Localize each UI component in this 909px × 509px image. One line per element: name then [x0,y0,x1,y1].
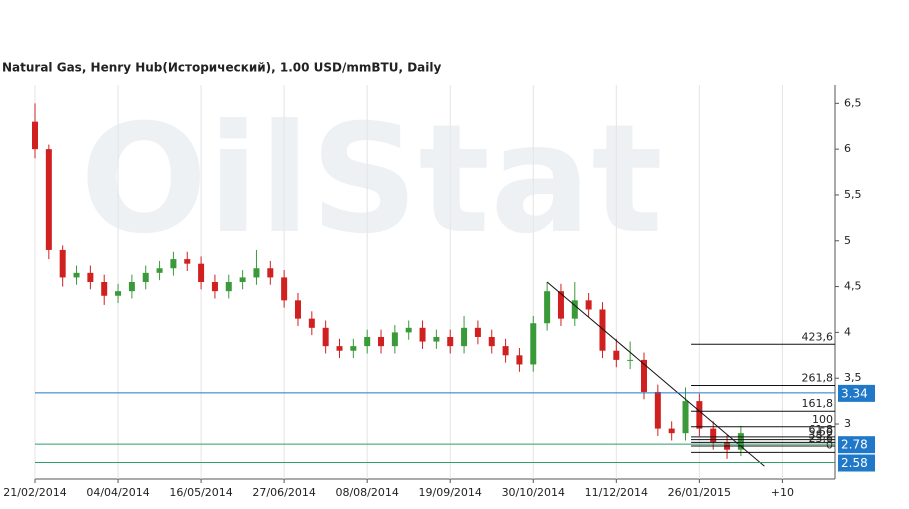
x-tick-label: 19/09/2014 [419,486,482,499]
candle-body [682,401,689,434]
chart-title: Natural Gas, Henry Hub(Исторический), 1.… [2,61,442,75]
y-tick-label: 5 [844,234,851,247]
candle-body [544,291,551,324]
watermark: OilStat [80,93,663,267]
candle-body [211,282,218,292]
trendline [546,281,765,467]
candle-body [433,336,440,342]
candle-body [516,355,523,365]
candle-body [170,259,177,269]
candle-body [294,300,301,319]
fib-label: 100 [812,413,833,426]
candle-body [198,263,205,282]
candle-body [156,268,163,273]
fib-label: 50 [819,426,833,439]
level-label: 2.58 [841,456,868,470]
candle-body [87,272,94,282]
candle-body [45,149,52,250]
candle-body [184,259,191,264]
level-tag [838,436,875,454]
candle-body [627,359,634,361]
candle-body [239,277,246,282]
candle-body [59,249,66,278]
y-tick-label: 6 [844,142,851,155]
x-tick-label: 04/04/2014 [86,486,149,499]
level-tag [838,384,875,402]
fib-label: 0 [826,438,833,451]
fib-label: 61,8 [809,423,834,436]
candle-body [115,291,122,296]
candle-body [73,272,80,278]
candle-body [419,327,426,342]
x-tick-label: 26/01/2015 [668,486,731,499]
x-tick-label: 16/05/2014 [169,486,232,499]
candle-body [308,318,315,328]
y-tick-label: 5,5 [844,188,862,201]
candle-body [599,309,606,351]
candle-body [364,336,371,347]
level-tag [838,454,875,472]
level-label: 3.34 [841,386,868,400]
y-tick-label: 3,5 [844,371,862,384]
candle-body [654,391,661,429]
candle-body [502,346,509,356]
candle-body [32,121,38,150]
candle-body [128,282,135,292]
candle-body [253,268,260,278]
x-tick-label: +10 [771,486,794,499]
candle-body [101,282,108,296]
candle-body [696,401,703,429]
x-tick-label: 21/02/2014 [3,486,66,499]
candle-body [322,327,329,347]
x-tick-label: 11/12/2014 [585,486,648,499]
candle-body [585,300,592,310]
candle-body [488,336,495,347]
candle-body [640,359,647,392]
candle-body [571,300,578,319]
fib-label: 23,6 [809,432,834,445]
fib-label: 423,6 [802,330,834,343]
candle-body [461,327,468,347]
candle-body [225,282,232,292]
y-tick-label: 3 [844,417,851,430]
candle-body [737,433,744,450]
y-tick-label: 4 [844,325,851,338]
y-tick-label: 6,5 [844,96,862,109]
candle-body [350,346,357,351]
candle-body [613,350,620,360]
candle-body [668,428,675,434]
candle-body [557,291,564,319]
candle-body [530,323,537,365]
x-tick-label: 30/10/2014 [502,486,565,499]
x-tick-label: 08/08/2014 [335,486,398,499]
candle-body [142,272,149,282]
candle-body [447,336,454,347]
candle-body [391,332,398,347]
candle-body [281,277,288,301]
candle-body [474,327,481,337]
y-tick-label: 4,5 [844,280,862,293]
candle-body [378,336,385,347]
fib-label: 38,2 [809,428,834,441]
x-tick-label: 27/06/2014 [252,486,315,499]
level-label: 2.78 [841,438,868,452]
candle-body [710,428,717,443]
fib-label: 261,8 [802,372,834,385]
fib-label: 161,8 [802,397,834,410]
candle-body [405,327,412,333]
candle-body [267,268,274,278]
candle-body [336,346,343,351]
